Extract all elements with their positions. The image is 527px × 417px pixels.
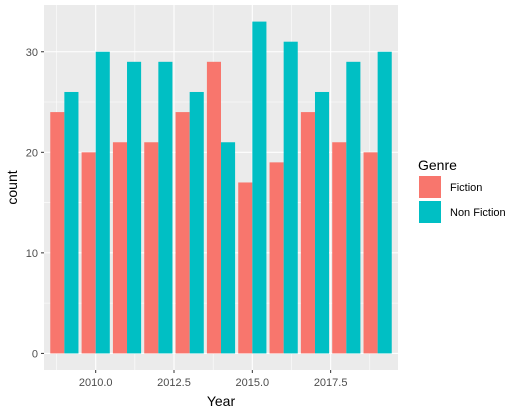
bar bbox=[189, 91, 204, 354]
bar bbox=[64, 91, 79, 354]
bar bbox=[332, 142, 347, 354]
bar bbox=[314, 91, 330, 354]
bar bbox=[221, 142, 236, 354]
legend: Genre Fiction Non Fiction bbox=[418, 157, 506, 223]
x-tick-label: 2017.5 bbox=[314, 377, 348, 389]
bar bbox=[95, 51, 110, 354]
x-tick-label: 2012.5 bbox=[157, 377, 191, 389]
bars bbox=[50, 21, 392, 354]
bar bbox=[144, 142, 159, 354]
legend-label: Non Fiction bbox=[450, 207, 506, 219]
legend-key bbox=[419, 201, 441, 223]
legend-key bbox=[419, 176, 441, 198]
bar bbox=[206, 61, 221, 354]
y-tick-label: 0 bbox=[32, 348, 38, 360]
bar bbox=[269, 162, 284, 354]
x-tick-label: 2010.0 bbox=[79, 377, 113, 389]
legend-item: Non Fiction bbox=[419, 201, 506, 223]
legend-item: Fiction bbox=[419, 176, 482, 198]
bar bbox=[158, 61, 173, 354]
x-axis-title: Year bbox=[207, 393, 236, 409]
y-tick-label: 20 bbox=[26, 147, 38, 159]
x-tick-label: 2015.0 bbox=[235, 377, 269, 389]
bar bbox=[50, 112, 65, 354]
bar bbox=[112, 142, 128, 354]
bar bbox=[81, 152, 96, 354]
y-axis-title: count bbox=[4, 170, 20, 204]
bar bbox=[127, 61, 142, 354]
x-axis: 2010.0 2012.5 2015.0 2017.5 bbox=[79, 370, 348, 389]
y-tick-label: 30 bbox=[26, 47, 38, 59]
series-non-fiction bbox=[64, 21, 392, 354]
bar bbox=[252, 21, 267, 354]
legend-label: Fiction bbox=[450, 182, 482, 194]
bar bbox=[346, 61, 361, 354]
legend-title: Genre bbox=[418, 157, 457, 173]
y-tick-label: 10 bbox=[26, 248, 38, 260]
bar bbox=[363, 152, 378, 354]
bar bbox=[300, 112, 315, 354]
bar bbox=[283, 41, 298, 354]
bar bbox=[175, 112, 190, 354]
bar bbox=[377, 51, 392, 354]
bar bbox=[238, 182, 253, 354]
y-axis: 0 10 20 30 bbox=[26, 47, 44, 360]
series-fiction bbox=[50, 61, 378, 354]
legend-items: Fiction Non Fiction bbox=[419, 176, 506, 223]
